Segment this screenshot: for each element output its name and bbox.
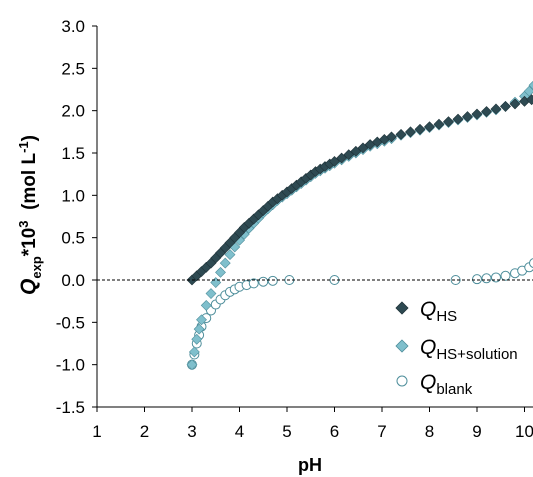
y-axis-title-sub: exp	[29, 256, 44, 278]
data-point	[186, 359, 198, 371]
x-tick-label: 9	[472, 422, 481, 441]
legend-label-hs-solution-sub: HS+solution	[436, 346, 517, 363]
data-point	[395, 128, 407, 140]
legend-label-hs-sub: HS	[436, 308, 457, 325]
legend-marker-blank	[396, 375, 408, 387]
data-point	[424, 121, 435, 133]
data-point	[188, 346, 200, 358]
y-tick-label: 3.0	[61, 17, 85, 36]
legend-label-hs-solution-main: Q	[420, 336, 436, 359]
data-point	[336, 152, 348, 164]
series-hs	[186, 94, 533, 286]
y-axis-title-unit: (mol L	[19, 153, 40, 221]
legend-marker-hs-solution	[395, 339, 409, 353]
plot-area	[186, 80, 533, 371]
series-hs-solution	[186, 80, 533, 371]
x-axis-title: pH	[298, 455, 322, 475]
legend-item-blank: Qblank	[396, 371, 473, 398]
data-point	[526, 94, 533, 106]
tick-labels: 3.0 2.5 2.0 1.5 1.0 0.5 0.0 -0.5 -1.0 -1.5 1 2 3 4 5 6 7…	[56, 17, 533, 441]
data-point	[357, 142, 369, 154]
y-axis-title-unit-close: )	[19, 135, 40, 141]
legend-label-blank: Qblank	[420, 371, 473, 398]
legend-item-hs-solution: QHS+solution	[395, 336, 518, 363]
x-tick-label: 7	[377, 422, 386, 441]
x-tick-label: 2	[140, 422, 149, 441]
data-point	[414, 123, 426, 135]
data-point	[248, 278, 259, 289]
data-point	[350, 145, 362, 157]
data-point	[200, 299, 212, 311]
legend-label-hs-solution: QHS+solution	[420, 336, 518, 363]
data-point	[481, 106, 492, 117]
y-tick-label: 0.5	[61, 229, 85, 248]
legend-item-hs: QHS	[395, 298, 457, 325]
data-point	[462, 111, 473, 123]
x-tick-label: 5	[282, 422, 291, 441]
legend-marker-hs	[395, 301, 409, 315]
data-point	[224, 249, 236, 261]
data-point	[343, 149, 355, 161]
x-tick-label: 8	[425, 422, 434, 441]
x-tick-label: 3	[187, 422, 196, 441]
data-point	[500, 270, 511, 281]
data-point	[196, 314, 207, 326]
x-tick-label: 6	[330, 422, 339, 441]
legend-label-blank-sub: blank	[436, 381, 472, 398]
data-point	[433, 118, 445, 130]
data-point	[386, 131, 397, 143]
data-point	[500, 101, 511, 112]
data-point	[528, 80, 533, 90]
data-point	[491, 272, 501, 283]
data-point	[210, 277, 222, 288]
y-tick-label: -1.0	[56, 356, 85, 375]
data-point	[509, 98, 521, 110]
data-point	[267, 275, 278, 286]
y-axis-title: Qexp*103 (mol L-1)	[16, 135, 44, 295]
data-point	[472, 274, 482, 285]
legend-label-hs: QHS	[420, 298, 457, 325]
y-tick-label: 1.5	[61, 144, 85, 163]
data-point	[450, 275, 461, 285]
legend-label-blank-main: Q	[420, 371, 436, 394]
axes	[92, 25, 533, 412]
data-point	[443, 116, 454, 128]
y-tick-label: 2.5	[61, 59, 85, 78]
data-point	[481, 273, 492, 284]
y-axis-title-main: Q	[17, 279, 40, 295]
y-axis-title-mid: *10	[19, 228, 40, 257]
data-point	[471, 108, 483, 120]
y-axis-title-unit-sup: -1	[16, 141, 31, 153]
data-point	[452, 113, 464, 125]
data-point	[529, 258, 533, 268]
y-tick-label: 1.0	[61, 186, 85, 205]
data-point	[191, 333, 203, 345]
data-point	[205, 288, 217, 299]
data-point	[258, 276, 269, 287]
y-axis-title-sup: 3	[16, 220, 31, 227]
legend-label-hs-main: Q	[420, 298, 436, 321]
x-tick-label: 1	[92, 422, 101, 441]
y-tick-label: -1.5	[56, 398, 85, 417]
data-point	[193, 323, 205, 335]
y-tick-label: 2.0	[61, 102, 85, 121]
data-point	[329, 156, 340, 167]
data-point	[405, 126, 416, 138]
legend: QHS QHS+solution Qblank	[395, 298, 518, 398]
data-point	[219, 257, 231, 269]
y-tick-label: 0.0	[61, 271, 85, 290]
y-tick-label: -0.5	[56, 313, 85, 332]
x-tick-label: 4	[235, 422, 244, 441]
x-tick-label: 10	[515, 422, 533, 441]
data-point	[215, 266, 226, 278]
data-point	[490, 103, 502, 115]
